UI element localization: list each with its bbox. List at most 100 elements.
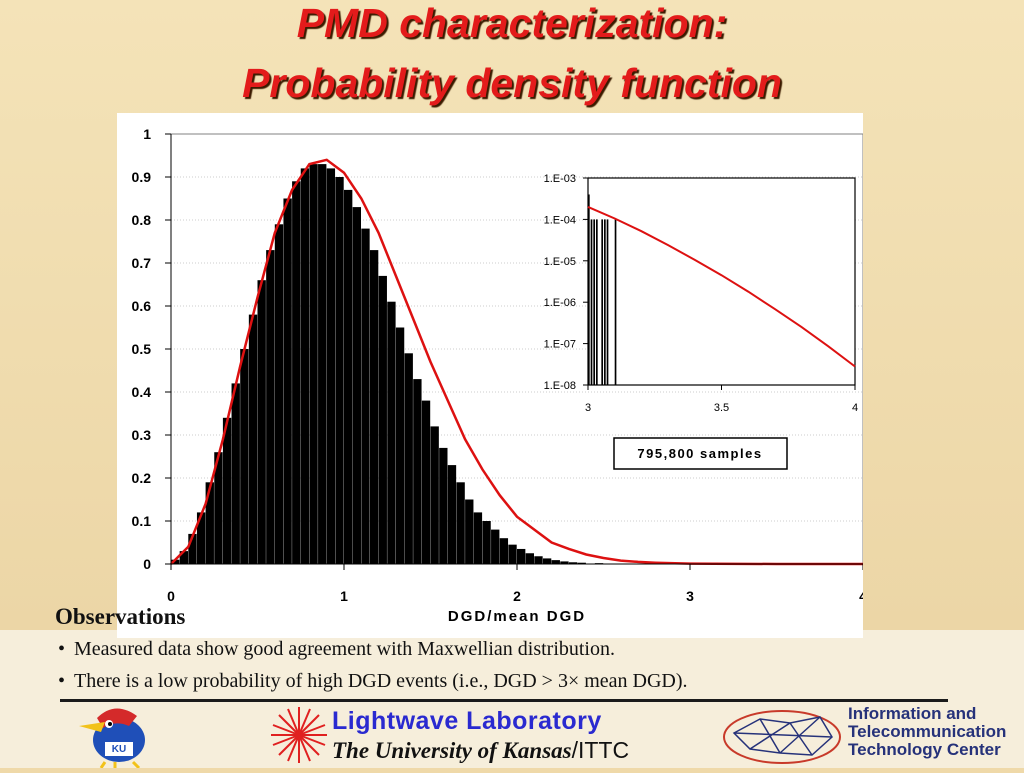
bullet-dot: • bbox=[58, 638, 74, 661]
inset-y-tick-label: 1.E-05 bbox=[544, 256, 576, 268]
slide-title-line2: Probability density function bbox=[0, 60, 1024, 106]
ittc-name: Information and Telecommunication Techno… bbox=[848, 705, 1006, 759]
y-tick-label: 0.8 bbox=[132, 212, 152, 228]
inset-histogram-bar bbox=[596, 219, 598, 385]
ku-jayhawk-logo: KU bbox=[75, 704, 165, 768]
inset-y-tick-label: 1.E-07 bbox=[544, 339, 576, 351]
histogram-bar bbox=[405, 353, 413, 564]
x-axis-label: DGD/mean DGD bbox=[448, 608, 586, 625]
histogram-bar bbox=[543, 558, 551, 564]
histogram-bar bbox=[534, 556, 542, 564]
lightwave-lab-logo: Lightwave Laboratory The University of K… bbox=[268, 703, 668, 767]
histogram-bar bbox=[465, 500, 473, 565]
y-tick-label: 0.7 bbox=[132, 255, 152, 271]
y-tick-label: 0.2 bbox=[132, 470, 152, 486]
histogram-bar bbox=[361, 229, 369, 564]
annotation-text: 795,800 samples bbox=[637, 446, 762, 461]
observation-bullet-2: •There is a low probability of high DGD … bbox=[58, 670, 688, 693]
y-tick-label: 0.6 bbox=[132, 298, 152, 314]
histogram-bar bbox=[474, 512, 482, 564]
university-label: The University of Kansas bbox=[332, 738, 572, 763]
histogram-bar bbox=[370, 250, 378, 564]
histogram-bar bbox=[526, 553, 534, 564]
histogram-bar bbox=[431, 426, 439, 564]
inset-y-tick-label: 1.E-03 bbox=[544, 173, 576, 185]
histogram-bar bbox=[508, 545, 516, 564]
inset-x-tick-label: 3.5 bbox=[714, 402, 729, 414]
x-tick-label: 4 bbox=[859, 588, 863, 604]
histogram-bar bbox=[517, 549, 525, 564]
y-tick-label: 1 bbox=[143, 126, 151, 142]
inset-x-tick-label: 3 bbox=[585, 402, 591, 414]
histogram-bar bbox=[249, 315, 257, 564]
histogram-bar bbox=[353, 207, 361, 564]
slide-title-line1: PMD characterization: bbox=[0, 0, 1024, 46]
inset-histogram-bar bbox=[588, 194, 590, 385]
bullet-text: Measured data show good agreement with M… bbox=[74, 638, 615, 660]
pdf-chart: 0 0.1 0.2 0.3 0.4 0.5 0.6 0.7 0.8 0.9 1 0 1 2 3 4 DGD/me… bbox=[117, 113, 863, 638]
x-tick-label: 2 bbox=[513, 588, 521, 604]
histogram-bar bbox=[396, 328, 404, 565]
x-tick-label: 3 bbox=[686, 588, 694, 604]
chart-area: 0 0.1 0.2 0.3 0.4 0.5 0.6 0.7 0.8 0.9 1 0 1 2 3 4 DGD/me… bbox=[117, 113, 863, 638]
ittc-line-2: Telecommunication bbox=[848, 723, 1006, 741]
histogram-bar bbox=[387, 302, 395, 564]
histogram-bar bbox=[456, 482, 464, 564]
ittc-line-3: Technology Center bbox=[848, 741, 1006, 759]
inset-histogram-bar bbox=[604, 219, 606, 385]
histogram-bar bbox=[318, 164, 326, 564]
network-globe-icon bbox=[720, 703, 844, 767]
histogram-bar bbox=[482, 521, 490, 564]
ittc-suffix: /ITTC bbox=[572, 737, 630, 763]
inset-histogram-bar bbox=[601, 219, 603, 385]
histogram-bar bbox=[283, 199, 291, 565]
y-tick-label: 0.3 bbox=[132, 427, 152, 443]
inset-frame bbox=[588, 178, 855, 385]
inset-histogram-bar bbox=[591, 219, 593, 385]
ittc-line-1: Information and bbox=[848, 705, 1006, 723]
histogram-bar bbox=[301, 168, 309, 564]
y-tick-label: 0.1 bbox=[132, 513, 152, 529]
histogram-bar bbox=[413, 379, 421, 564]
observations-heading: Observations bbox=[55, 604, 185, 630]
histogram-bar bbox=[500, 538, 508, 564]
histogram-bar bbox=[309, 164, 317, 564]
y-tick-label: 0.9 bbox=[132, 169, 152, 185]
histogram-bar bbox=[552, 560, 560, 564]
histogram-bar bbox=[292, 181, 300, 564]
inset-x-tick-label: 4 bbox=[852, 402, 858, 414]
x-tick-label: 0 bbox=[167, 588, 175, 604]
y-tick-label: 0 bbox=[143, 556, 151, 572]
histogram-bar bbox=[240, 349, 248, 564]
histogram-bar bbox=[379, 276, 387, 564]
histogram-bar bbox=[439, 448, 447, 564]
inset-histogram-bar bbox=[615, 219, 617, 385]
histogram-bar bbox=[266, 250, 274, 564]
histogram-bar bbox=[448, 465, 456, 564]
inset-y-tick-label: 1.E-06 bbox=[544, 297, 576, 309]
histogram-bar bbox=[344, 190, 352, 564]
histogram-bar bbox=[327, 168, 335, 564]
inset-histogram-bar bbox=[607, 219, 609, 385]
lab-name: Lightwave Laboratory bbox=[332, 707, 602, 736]
bullet-text: There is a low probability of high DGD e… bbox=[74, 670, 688, 692]
jayhawk-icon: KU bbox=[75, 704, 165, 768]
ittc-logo: Information and Telecommunication Techno… bbox=[720, 703, 1020, 767]
bullet-dot: • bbox=[58, 670, 74, 693]
histogram-bar bbox=[223, 418, 231, 564]
x-tick-label: 1 bbox=[340, 588, 348, 604]
observation-bullet-1: •Measured data show good agreement with … bbox=[58, 638, 615, 661]
university-name: The University of Kansas/ITTC bbox=[332, 737, 629, 764]
y-tick-label: 0.5 bbox=[132, 341, 152, 357]
footer-divider bbox=[60, 699, 948, 702]
histogram-bar bbox=[232, 383, 240, 564]
histogram-bar bbox=[491, 530, 499, 564]
y-tick-label: 0.4 bbox=[132, 384, 152, 400]
histogram-bar bbox=[422, 401, 430, 564]
inset-y-tick-label: 1.E-08 bbox=[544, 380, 576, 392]
histogram-bar bbox=[258, 280, 266, 564]
svg-text:KU: KU bbox=[112, 744, 126, 755]
laser-starburst-icon bbox=[268, 703, 330, 767]
histogram-bar bbox=[275, 224, 283, 564]
inset-y-tick-label: 1.E-04 bbox=[544, 214, 576, 226]
